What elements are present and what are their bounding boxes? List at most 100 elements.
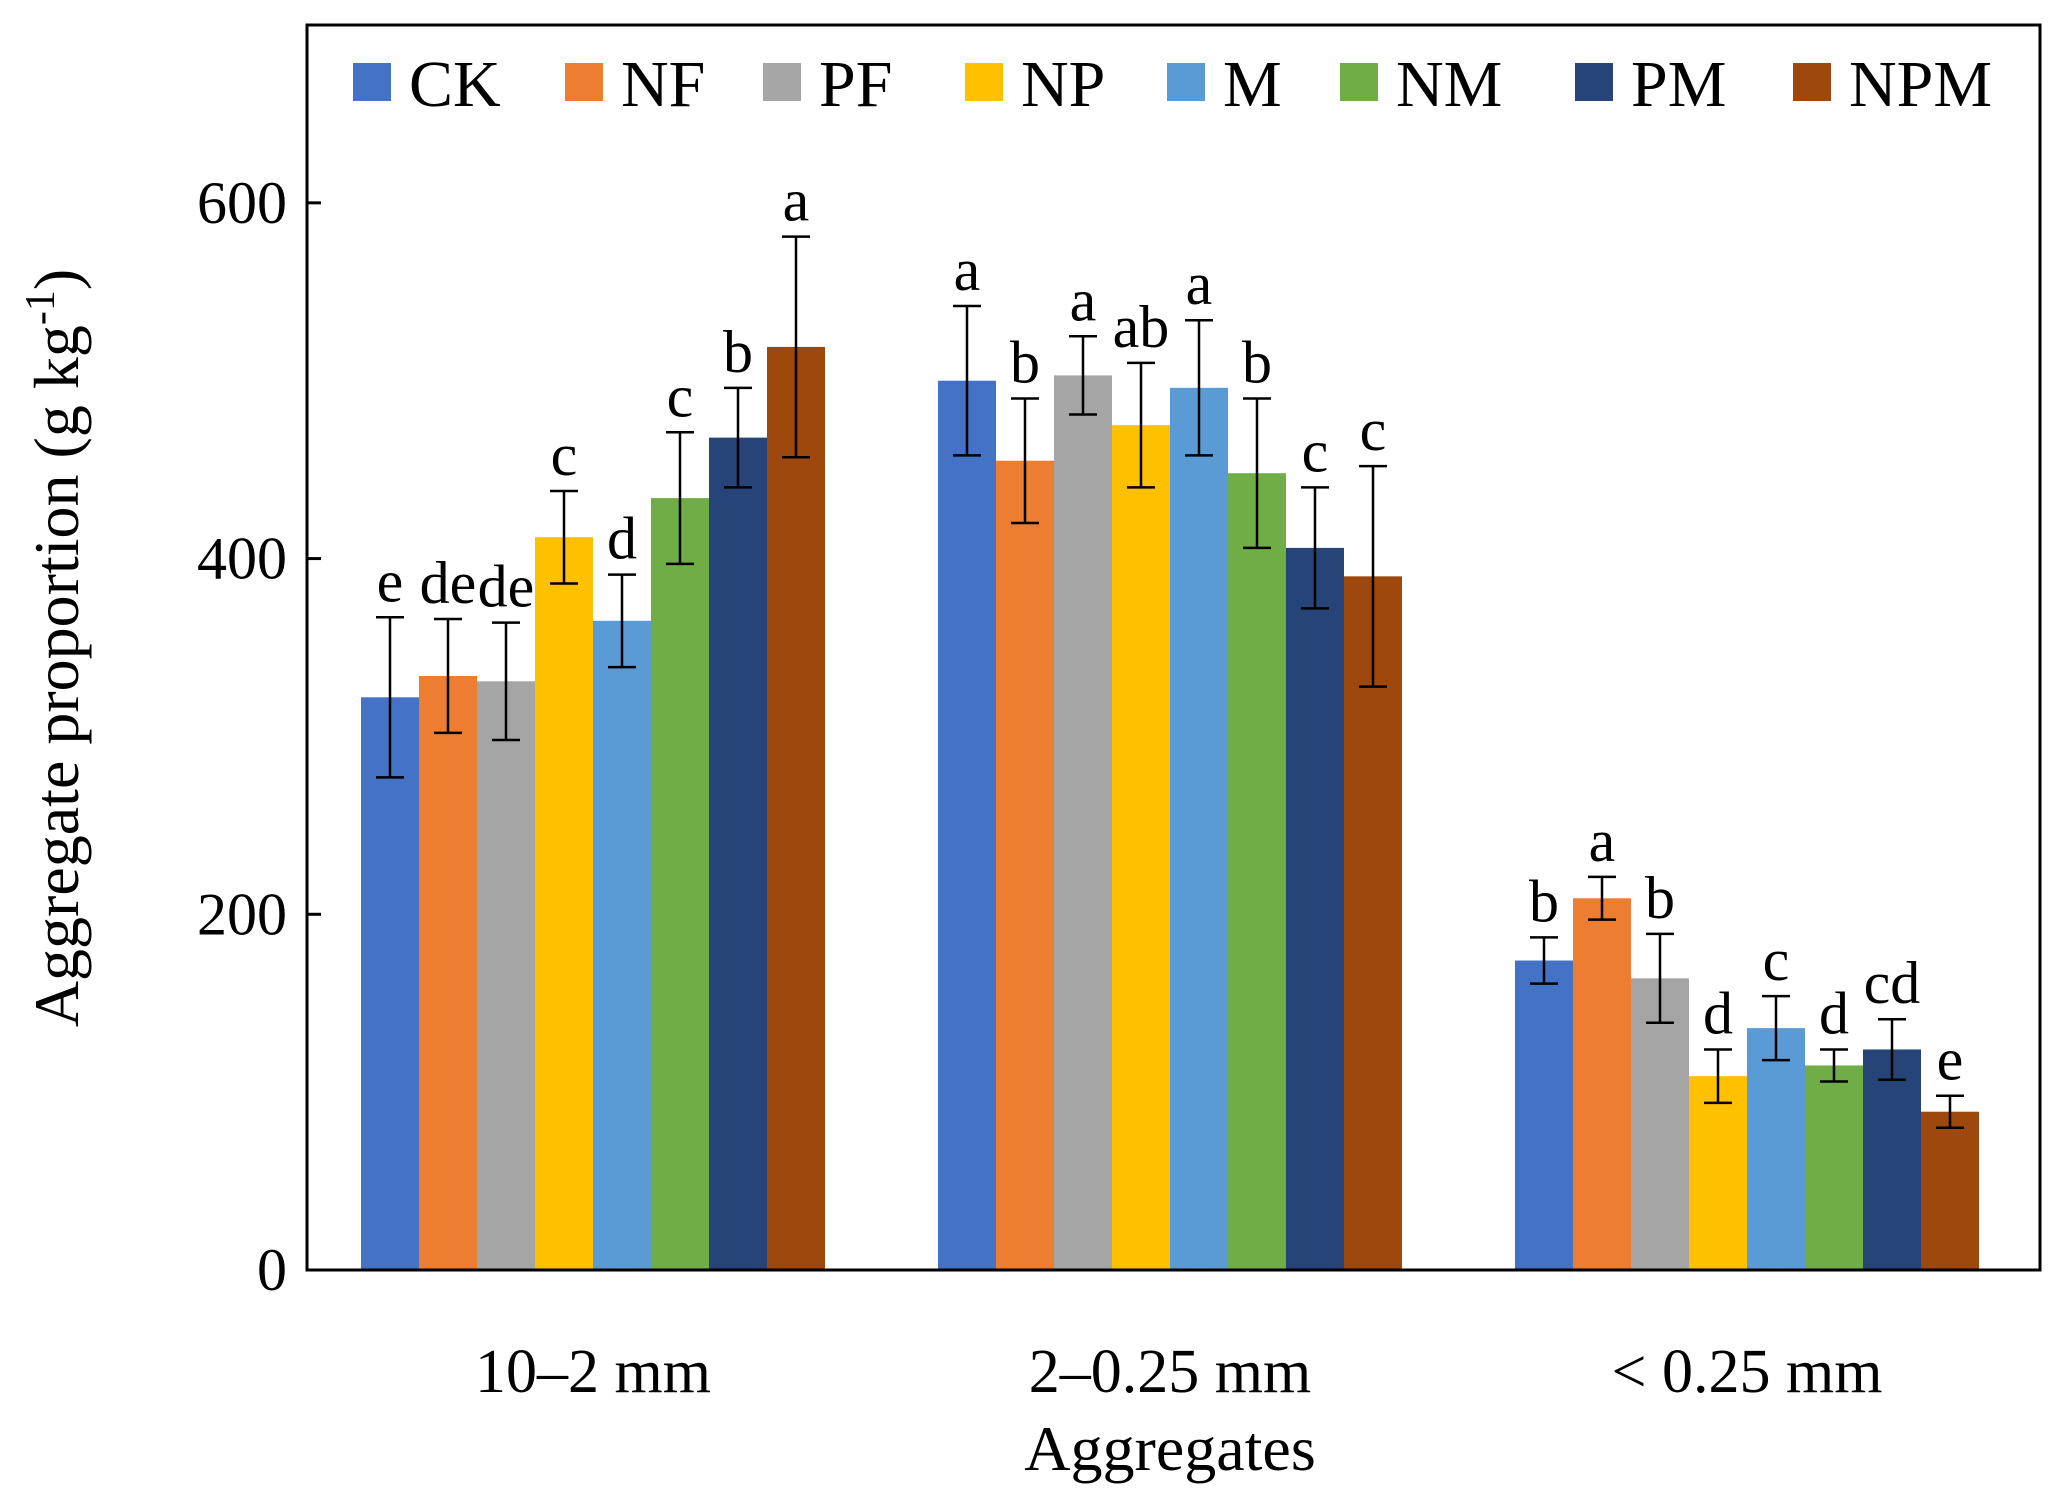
error-bar-nf-0 <box>434 617 462 735</box>
legend-label-pm: PM <box>1631 48 1726 121</box>
significance-label-np-2: d <box>1703 980 1733 1046</box>
legend-swatch-np <box>965 63 1003 101</box>
legend-item-m: M <box>1167 48 1282 121</box>
bar-pf-0 <box>477 681 535 1270</box>
bar-pm-0 <box>709 437 767 1271</box>
significance-label-pf-2: b <box>1645 865 1675 931</box>
error-bar-m-0 <box>608 573 636 669</box>
bar-nm-1 <box>1228 473 1286 1270</box>
y-tick-label-0: 0 <box>257 1237 287 1303</box>
bar-m-0 <box>593 620 651 1270</box>
error-bar-ck-1 <box>953 304 981 457</box>
error-bar-nm-1 <box>1243 397 1271 550</box>
x-category-label-1: 2–0.25 mm <box>1029 1338 1311 1406</box>
significance-label-nm-2: d <box>1819 980 1849 1046</box>
significance-label-m-1: a <box>1186 251 1213 317</box>
error-bar-nf-1 <box>1011 397 1039 525</box>
legend-item-np: NP <box>965 48 1105 121</box>
legend-item-npm: NPM <box>1793 48 1992 121</box>
error-bar-m-1 <box>1185 318 1213 457</box>
significance-label-npm-1: c <box>1360 397 1387 463</box>
y-axis-title-main: Aggregate proportion (g kg <box>21 325 92 1027</box>
error-bar-pf-1 <box>1069 335 1097 416</box>
error-bar-pm-1 <box>1301 486 1329 610</box>
error-bar-m-2 <box>1762 994 1790 1062</box>
significance-label-m-2: c <box>1763 927 1790 993</box>
bar-nm-0 <box>651 498 709 1271</box>
x-category-label-2: < 0.25 mm <box>1612 1338 1883 1406</box>
bar-np-0 <box>535 537 593 1270</box>
legend-swatch-m <box>1167 63 1205 101</box>
bar-pm-1 <box>1286 547 1344 1270</box>
bar-npm-1 <box>1344 576 1402 1270</box>
y-axis-title-superscript: -1 <box>18 290 64 325</box>
significance-label-pm-0: b <box>723 319 753 385</box>
legend-label-nm: NM <box>1396 48 1502 121</box>
significance-label-npm-2: e <box>1937 1027 1964 1093</box>
error-bar-ck-0 <box>376 616 404 779</box>
significance-label-ck-1: a <box>954 237 981 303</box>
significance-label-nm-0: c <box>667 363 694 429</box>
y-tick-label-600: 600 <box>197 170 287 236</box>
legend-label-nf: NF <box>621 48 705 121</box>
error-bar-npm-1 <box>1359 464 1387 688</box>
bar-pf-2 <box>1631 978 1689 1270</box>
bar-nf-2 <box>1573 898 1631 1270</box>
legend-label-pf: PF <box>819 48 892 121</box>
error-bar-pf-0 <box>492 621 520 742</box>
legend-label-np: NP <box>1021 48 1105 121</box>
significance-label-nf-2: a <box>1589 808 1616 874</box>
legend-swatch-ck <box>353 63 391 101</box>
significance-label-pm-2: cd <box>1864 950 1921 1016</box>
bar-npm-2 <box>1921 1111 1979 1270</box>
error-bar-nf-2 <box>1588 875 1616 921</box>
y-axis-title: Aggregate proportion (g kg-1) <box>18 269 92 1027</box>
significance-label-nf-1: b <box>1010 330 1040 396</box>
bar-np-2 <box>1689 1076 1747 1270</box>
error-bar-nm-2 <box>1820 1048 1848 1083</box>
significance-label-pm-1: c <box>1302 418 1329 484</box>
legend-swatch-pm <box>1575 63 1613 101</box>
error-bar-np-0 <box>550 489 578 585</box>
legend: CK NF PF NP M NM PM NPM <box>353 48 1992 121</box>
error-bar-np-2 <box>1704 1048 1732 1105</box>
significance-label-nf-0: de <box>420 550 477 616</box>
bar-ck-0 <box>361 697 419 1270</box>
bar-npm-0 <box>767 346 825 1271</box>
error-bar-nm-0 <box>666 431 694 566</box>
legend-item-nf: NF <box>565 48 705 121</box>
legend-item-pf: PF <box>763 48 892 121</box>
bar-pf-1 <box>1054 375 1112 1271</box>
x-axis-title: Aggregates <box>1024 1413 1315 1484</box>
legend-swatch-npm <box>1793 63 1831 101</box>
y-axis-title-end: ) <box>21 269 92 290</box>
legend-label-m: M <box>1223 48 1282 121</box>
y-tick-label-400: 400 <box>197 526 287 592</box>
significance-label-np-1: ab <box>1113 294 1170 360</box>
error-bar-npm-0 <box>782 235 810 459</box>
y-axis: 0 200 400 600 <box>197 170 321 1303</box>
bar-m-2 <box>1747 1028 1805 1270</box>
bar-pm-2 <box>1863 1049 1921 1270</box>
bar-np-1 <box>1112 425 1170 1270</box>
y-tick-label-200: 200 <box>197 881 287 947</box>
error-bar-pf-2 <box>1646 932 1674 1025</box>
significance-label-ck-2: b <box>1529 868 1559 934</box>
error-bar-ck-2 <box>1530 936 1558 985</box>
significance-label-npm-0: a <box>783 168 810 234</box>
legend-label-npm: NPM <box>1849 48 1992 121</box>
legend-item-pm: PM <box>1575 48 1726 121</box>
plot-frame <box>305 23 2042 1272</box>
x-axis: 10–2 mm 2–0.25 mm < 0.25 mm <box>475 1338 1882 1406</box>
significance-label-m-0: d <box>607 506 637 572</box>
significance-label-pf-1: a <box>1070 267 1097 333</box>
legend-item-ck: CK <box>353 48 501 121</box>
bar-nf-0 <box>419 675 477 1270</box>
bar-nf-1 <box>996 460 1054 1270</box>
bar-m-1 <box>1170 387 1228 1270</box>
significance-label-nm-1: b <box>1242 330 1272 396</box>
